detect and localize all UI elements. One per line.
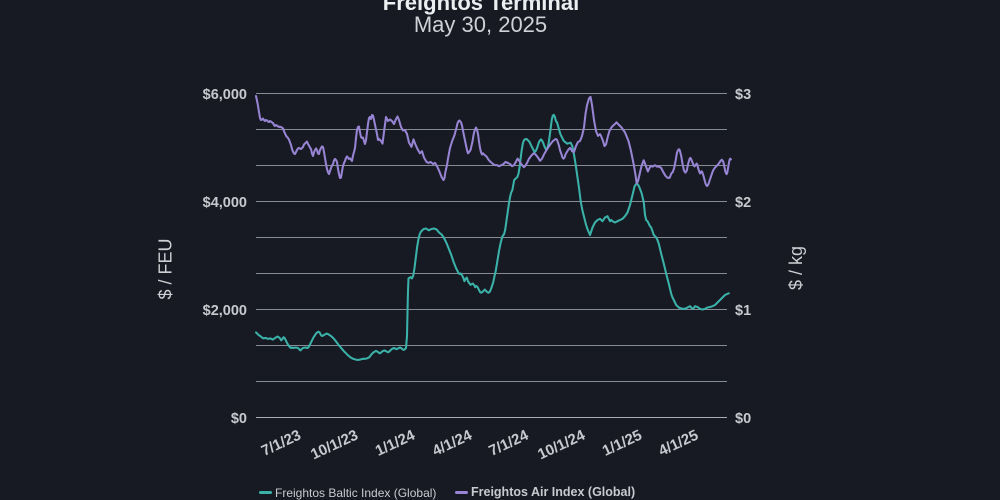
svg-text:$0: $0 xyxy=(231,411,247,427)
svg-text:1/1/25: 1/1/25 xyxy=(600,427,645,460)
svg-text:$2,000: $2,000 xyxy=(203,303,247,319)
svg-text:10/1/23: 10/1/23 xyxy=(308,427,361,464)
svg-text:4/1/24: 4/1/24 xyxy=(430,426,476,459)
svg-text:$3: $3 xyxy=(735,87,751,103)
svg-text:10/1/24: 10/1/24 xyxy=(535,426,588,463)
svg-text:7/1/23: 7/1/23 xyxy=(259,427,304,460)
svg-text:$4,000: $4,000 xyxy=(203,195,247,211)
svg-text:7/1/24: 7/1/24 xyxy=(486,426,532,459)
svg-text:1/1/24: 1/1/24 xyxy=(373,426,419,459)
svg-text:$ / kg: $ / kg xyxy=(786,246,806,290)
svg-text:4/1/25: 4/1/25 xyxy=(656,427,701,460)
svg-text:$0: $0 xyxy=(735,411,751,427)
svg-text:$ / FEU: $ / FEU xyxy=(156,238,176,299)
svg-text:$1: $1 xyxy=(735,303,751,319)
svg-text:$2: $2 xyxy=(735,195,751,211)
svg-text:$6,000: $6,000 xyxy=(203,87,247,103)
